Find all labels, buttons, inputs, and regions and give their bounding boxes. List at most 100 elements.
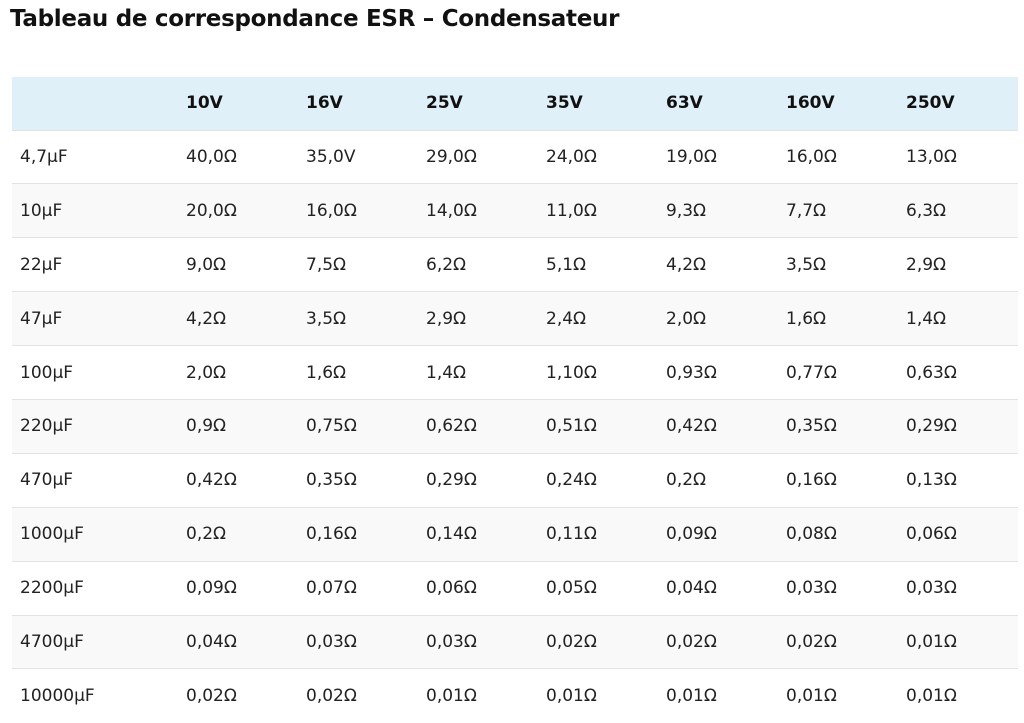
header-cell: 10V [186, 93, 223, 114]
row-label: 2200µF [20, 578, 84, 599]
table-cell: 2,9Ω [426, 308, 467, 329]
table-cell: 20,0Ω [186, 200, 237, 221]
table-cell: 11,0Ω [546, 200, 597, 221]
table-cell: 3,5Ω [786, 254, 827, 275]
table-cell: 3,5Ω [306, 308, 347, 329]
table-cell: 40,0Ω [186, 146, 237, 167]
table-cell: 0,13Ω [906, 470, 957, 491]
table-cell: 0,02Ω [786, 631, 837, 652]
table-row: 2200µF 0,09Ω 0,07Ω 0,06Ω 0,05Ω 0,04Ω 0,03Ω 0,03… [12, 561, 1018, 615]
row-label: 4700µF [20, 631, 84, 652]
table-cell: 0,2Ω [186, 524, 227, 545]
table-cell: 0,01Ω [786, 686, 837, 707]
table-cell: 0,02Ω [546, 631, 597, 652]
table-row: 100µF 2,0Ω 1,6Ω 1,4Ω 1,10Ω 0,93Ω 0,77Ω 0,63Ω [12, 345, 1018, 400]
table-cell: 0,35Ω [786, 416, 837, 437]
row-label: 22µF [20, 254, 63, 275]
table-cell: 0,11Ω [546, 524, 597, 545]
esr-table: 10V 16V 25V 35V 63V 160V 250V 4,7µF 40,0Ω 35,0V 2… [12, 77, 1018, 723]
table-cell: 9,0Ω [186, 254, 227, 275]
row-label: 47µF [20, 308, 63, 329]
table-cell: 0,02Ω [666, 631, 717, 652]
table-cell: 0,16Ω [786, 470, 837, 491]
table-row: 4,7µF 40,0Ω 35,0V 29,0Ω 24,0Ω 19,0Ω 16,0Ω 13,0Ω [12, 130, 1018, 184]
table-cell: 0,04Ω [666, 578, 717, 599]
table-cell: 7,5Ω [306, 254, 347, 275]
table-cell: 13,0Ω [906, 146, 957, 167]
table-cell: 0,24Ω [546, 470, 597, 491]
table-cell: 0,14Ω [426, 524, 477, 545]
table-cell: 1,4Ω [906, 308, 947, 329]
table-row: 47µF 4,2Ω 3,5Ω 2,9Ω 2,4Ω 2,0Ω 1,6Ω 1,4Ω [12, 291, 1018, 346]
table-cell: 1,6Ω [786, 308, 827, 329]
table-cell: 24,0Ω [546, 146, 597, 167]
table-cell: 19,0Ω [666, 146, 717, 167]
table-cell: 0,16Ω [306, 524, 357, 545]
table-cell: 4,2Ω [186, 308, 227, 329]
table-row: 10000µF 0,02Ω 0,02Ω 0,01Ω 0,01Ω 0,01Ω 0,01Ω 0,0… [12, 668, 1018, 723]
table-row: 220µF 0,9Ω 0,75Ω 0,62Ω 0,51Ω 0,42Ω 0,35Ω 0,29Ω [12, 399, 1018, 454]
table-cell: 0,09Ω [666, 524, 717, 545]
table-cell: 0,93Ω [666, 362, 717, 383]
table-cell: 2,9Ω [906, 254, 947, 275]
table-cell: 0,01Ω [426, 686, 477, 707]
table-cell: 0,05Ω [546, 578, 597, 599]
table-cell: 2,0Ω [666, 308, 707, 329]
table-cell: 0,51Ω [546, 416, 597, 437]
table-cell: 0,75Ω [306, 416, 357, 437]
table-cell: 0,07Ω [306, 578, 357, 599]
table-cell: 0,03Ω [906, 578, 957, 599]
table-cell: 0,03Ω [306, 631, 357, 652]
table-row: 470µF 0,42Ω 0,35Ω 0,29Ω 0,24Ω 0,2Ω 0,16Ω 0,13Ω [12, 453, 1018, 507]
table-row: 10µF 20,0Ω 16,0Ω 14,0Ω 11,0Ω 9,3Ω 7,7Ω 6,3Ω [12, 183, 1018, 238]
header-cell: 25V [426, 93, 463, 114]
table-cell: 0,03Ω [426, 631, 477, 652]
row-label: 10µF [20, 200, 63, 221]
table-cell: 0,01Ω [666, 686, 717, 707]
header-cell: 250V [906, 93, 955, 114]
table-cell: 0,01Ω [546, 686, 597, 707]
table-cell: 1,6Ω [306, 362, 347, 383]
table-body: 4,7µF 40,0Ω 35,0V 29,0Ω 24,0Ω 19,0Ω 16,0Ω 13,0Ω… [12, 130, 1018, 723]
table-header: 10V 16V 25V 35V 63V 160V 250V [12, 77, 1018, 130]
table-cell: 4,2Ω [666, 254, 707, 275]
table-cell: 0,29Ω [426, 470, 477, 491]
header-corner [12, 77, 178, 130]
header-row: 10V 16V 25V 35V 63V 160V 250V [12, 77, 1018, 130]
table-cell: 7,7Ω [786, 200, 827, 221]
table-cell: 0,62Ω [426, 416, 477, 437]
table-cell: 16,0Ω [306, 200, 357, 221]
table-cell: 14,0Ω [426, 200, 477, 221]
table-cell: 16,0Ω [786, 146, 837, 167]
table-cell: 0,04Ω [186, 631, 237, 652]
table-cell: 0,06Ω [426, 578, 477, 599]
table-row: 1000µF 0,2Ω 0,16Ω 0,14Ω 0,11Ω 0,09Ω 0,08Ω 0,06Ω [12, 507, 1018, 562]
table-cell: 0,35Ω [306, 470, 357, 491]
table-cell: 0,9Ω [186, 416, 227, 437]
table-cell: 0,02Ω [186, 686, 237, 707]
header-cell: 160V [786, 93, 835, 114]
row-label: 4,7µF [20, 146, 68, 167]
row-label: 1000µF [20, 524, 84, 545]
table-cell: 0,42Ω [186, 470, 237, 491]
table-cell: 0,2Ω [666, 470, 707, 491]
table-row: 22µF 9,0Ω 7,5Ω 6,2Ω 5,1Ω 4,2Ω 3,5Ω 2,9Ω [12, 237, 1018, 292]
page-title: Tableau de correspondance ESR – Condensa… [10, 6, 620, 32]
table-cell: 0,02Ω [306, 686, 357, 707]
table-cell: 9,3Ω [666, 200, 707, 221]
table-cell: 0,01Ω [906, 631, 957, 652]
table-cell: 0,77Ω [786, 362, 837, 383]
row-label: 470µF [20, 470, 74, 491]
table-cell: 6,3Ω [906, 200, 947, 221]
table-cell: 5,1Ω [546, 254, 587, 275]
header-cell: 16V [306, 93, 343, 114]
table-cell: 2,0Ω [186, 362, 227, 383]
table-cell: 0,03Ω [786, 578, 837, 599]
table-cell: 29,0Ω [426, 146, 477, 167]
table-cell: 0,08Ω [786, 524, 837, 545]
header-cell: 63V [666, 93, 703, 114]
row-label: 10000µF [20, 686, 95, 707]
table-cell: 35,0V [306, 146, 356, 167]
table-row: 4700µF 0,04Ω 0,03Ω 0,03Ω 0,02Ω 0,02Ω 0,02Ω 0,01… [12, 615, 1018, 669]
